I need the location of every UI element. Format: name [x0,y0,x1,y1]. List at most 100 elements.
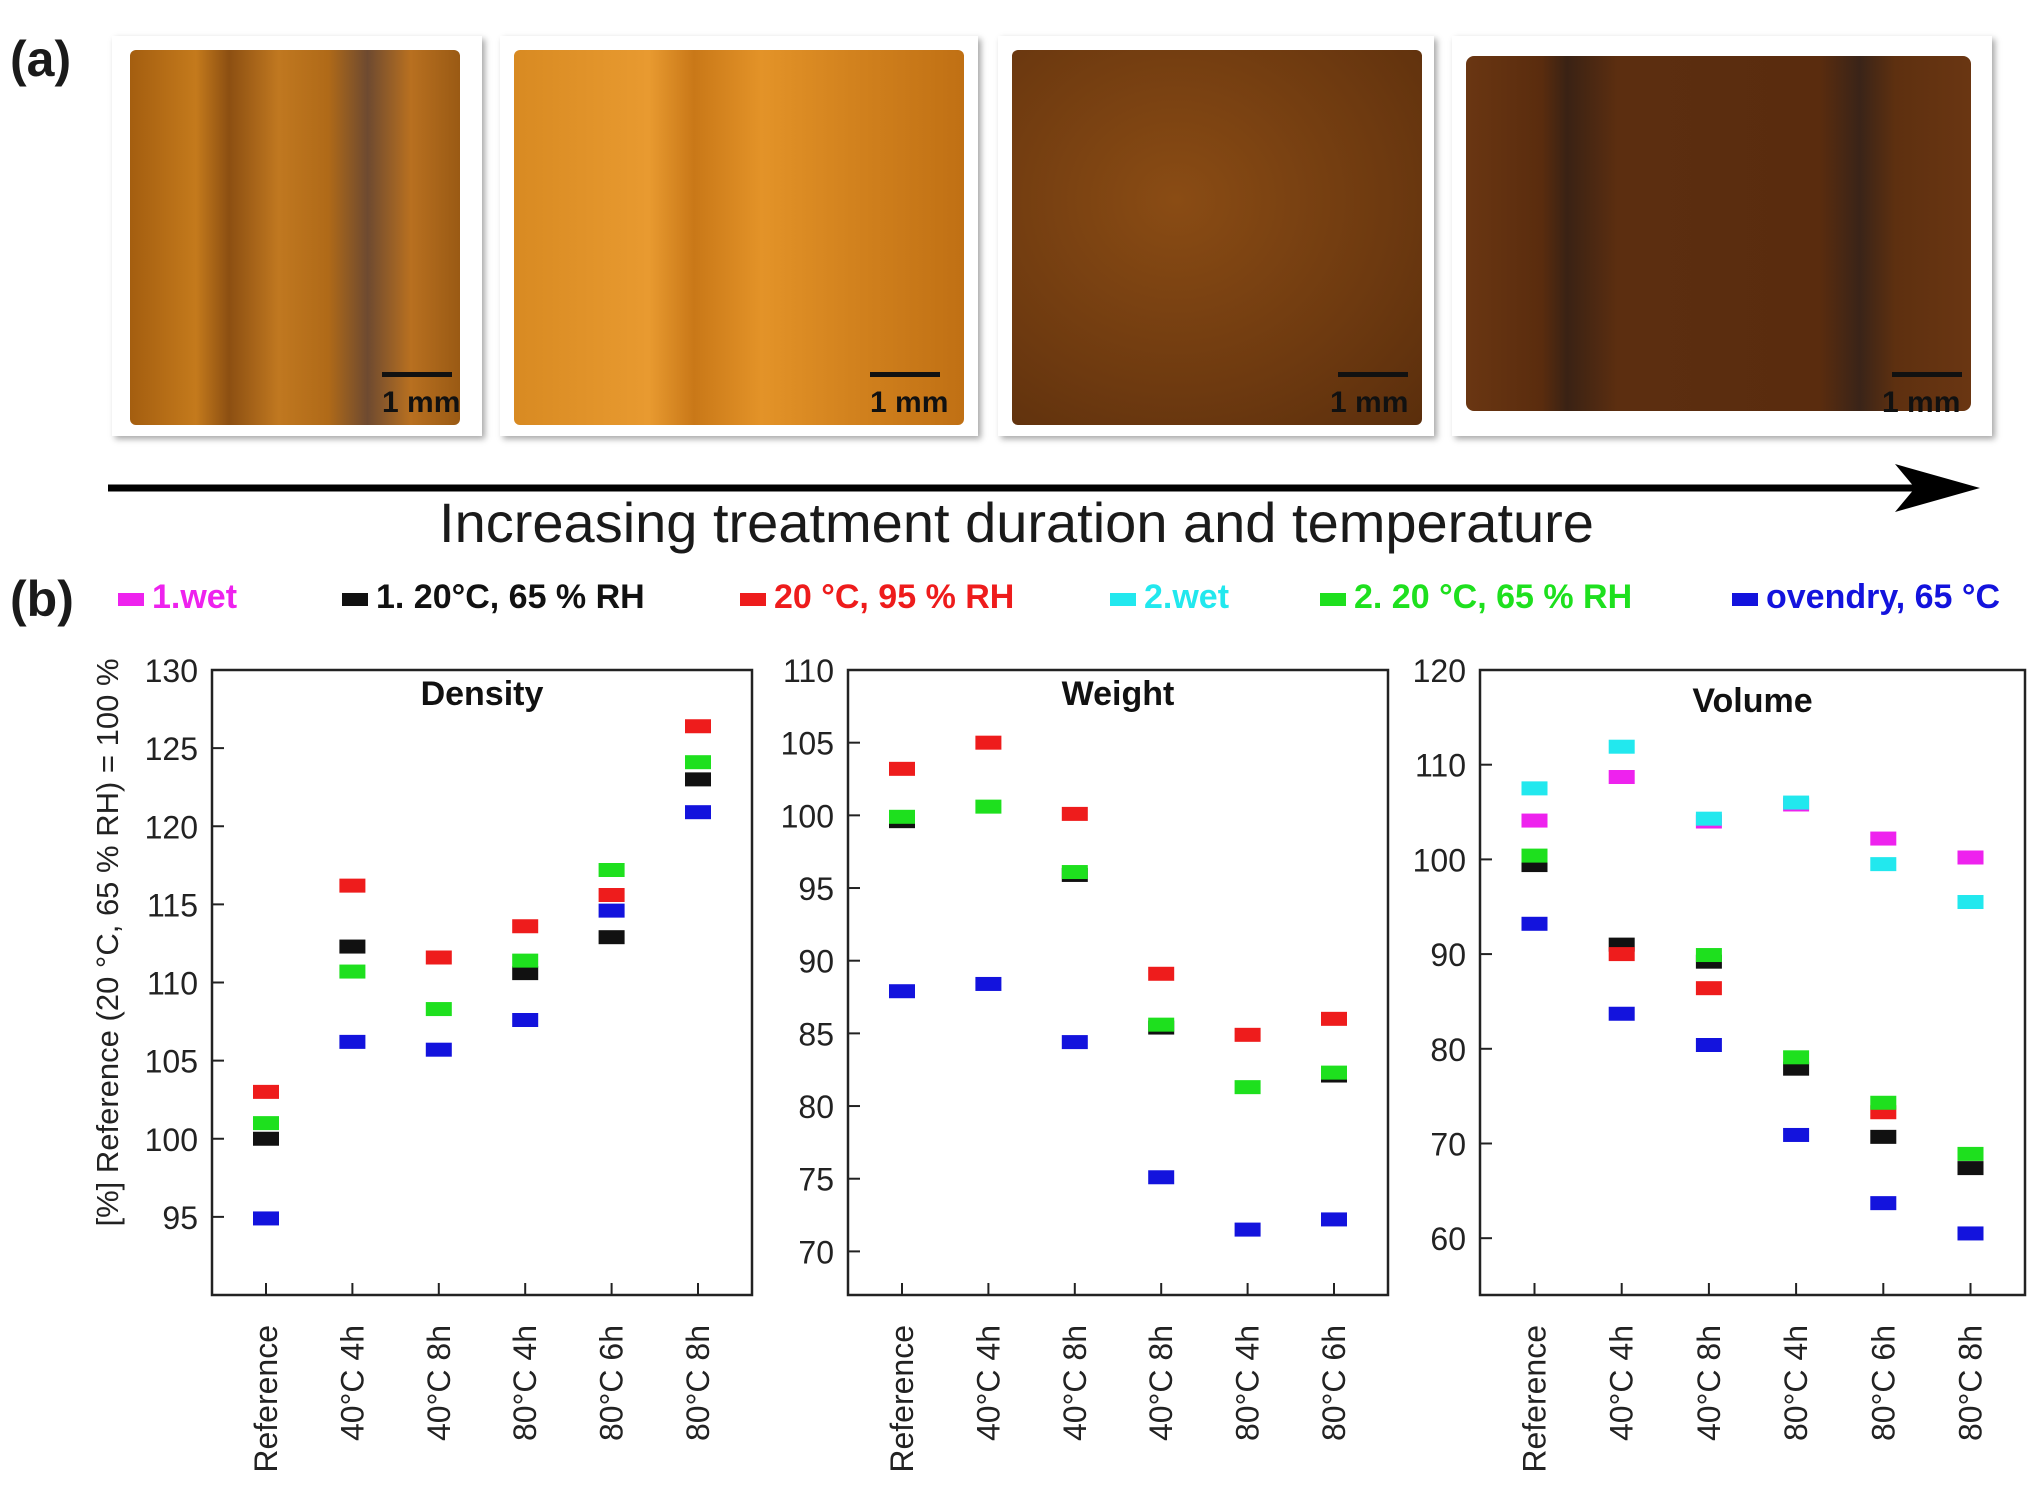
x-tick-label: 40°C 4h [970,1325,1006,1441]
data-point [889,809,915,824]
x-tick-label: 80°C 4h [507,1325,543,1441]
data-point [512,966,539,981]
y-tick-label: 130 [145,653,198,689]
data-point [1695,981,1722,996]
chart-density: 95 100 105 110 115 120 125 130 Density Reference 4… [90,653,754,1473]
y-tick-label: 70 [798,1234,834,1270]
scale-bar-4 [1892,372,1962,377]
data-point [1608,1006,1635,1021]
data-point [685,719,711,734]
data-point [1608,739,1635,754]
sample-photo-4: 1 mm [1452,36,1992,436]
data-point [253,1211,279,1226]
chart-volume: 60 70 80 90 100 110 120 Volume Reference 40°C 4h 4… [1413,653,2027,1473]
data-point [1783,1050,1810,1065]
data-point [975,799,1002,814]
data-point [889,761,915,776]
sample-block-3 [1012,50,1422,425]
data-point [512,1013,539,1027]
legend-item-ovendry: ovendry, 65 °C [1732,578,2000,617]
data-point [425,950,452,965]
x-tick-label: 80°C 6h [594,1325,630,1441]
x-tick-label: 40°C 8h [1057,1325,1093,1441]
data-point [1783,1061,1810,1076]
data-point [1957,1146,1984,1161]
data-point [339,878,366,893]
y-tick-label: 80 [798,1089,834,1125]
y-tick-label: 75 [798,1162,834,1198]
y-tick-label: 70 [1430,1126,1466,1162]
plot-frame [210,668,754,1297]
data-point [1783,795,1810,810]
x-tick-label: 40°C 8h [1691,1325,1727,1441]
legend-swatch [1732,592,1758,606]
legend-item-2-20c-65rh: 2. 20 °C, 65 % RH [1320,578,1632,617]
data-point [1695,948,1722,963]
y-tick-label: 110 [783,653,834,689]
y-tick-label: 60 [1430,1221,1466,1257]
arrow-caption: Increasing treatment duration and temper… [439,491,1594,554]
x-tick-label: 80°C 6h [1865,1325,1901,1441]
legend-swatch [118,592,144,606]
data-point [1957,850,1984,865]
panel-label-a: (a) [10,31,72,87]
legend-label: ovendry, 65 °C [1766,578,2001,616]
data-point [1321,1011,1347,1026]
data-point [1957,1161,1984,1176]
y-tick-label: 85 [798,1016,834,1052]
data-point [1061,865,1088,880]
data-point [1148,1017,1175,1032]
plot-frame [1478,668,2027,1297]
legend-label: 2.wet [1144,578,1230,616]
plot-frame [846,668,1390,1297]
scale-label-1: 1 mm [382,386,461,419]
data-point [1521,781,1548,796]
y-tick-label: 80 [1430,1032,1466,1068]
scale-label-2: 1 mm [870,386,949,419]
data-point [253,1116,279,1131]
y-tick-label: 110 [1415,748,1466,784]
y-tick-label: 120 [145,809,198,845]
y-tick-label: 90 [798,944,834,980]
scale-bar-3 [1338,372,1408,377]
legend-item-2-wet: 2.wet [1110,578,1229,617]
data-point [1608,770,1635,785]
chart-title: Density [421,675,544,713]
data-point [339,939,366,954]
sample-block-4 [1466,56,1971,411]
data-point [1234,1080,1261,1095]
x-tick-label: Reference [1517,1325,1553,1473]
data-point [339,1034,366,1049]
data-point [975,735,1002,750]
legend-item-20c-95rh: 20 °C, 95 % RH [740,578,1014,617]
data-point [1783,1127,1810,1142]
data-point [1957,895,1984,910]
data-point [339,964,366,979]
data-point [1234,1222,1261,1237]
y-tick-label: 105 [781,726,834,762]
data-point [253,1131,279,1146]
data-point [598,930,625,945]
data-point [1608,947,1635,962]
data-point [598,863,625,877]
legend-label: 2. 20 °C, 65 % RH [1354,578,1633,616]
y-tick-label: 105 [145,1044,198,1080]
data-point [1148,1170,1175,1185]
data-point [512,953,539,968]
data-point [512,919,539,934]
data-point [1521,848,1548,863]
data-point [1870,857,1897,872]
y-tick-label: 95 [162,1200,198,1236]
data-point [1061,1035,1088,1050]
y-tick-label: 90 [1430,937,1466,973]
legend-item-1-wet: 1.wet [118,578,237,617]
data-point [889,984,915,999]
sample-photo-1: 1 mm [112,36,482,436]
y-tick-label: 100 [781,798,834,834]
scale-bar-2 [870,372,940,377]
data-point [1321,1212,1347,1227]
data-point [685,805,711,820]
y-tick-label: 115 [147,887,198,923]
x-tick-label: 40°C 4h [1604,1325,1640,1441]
